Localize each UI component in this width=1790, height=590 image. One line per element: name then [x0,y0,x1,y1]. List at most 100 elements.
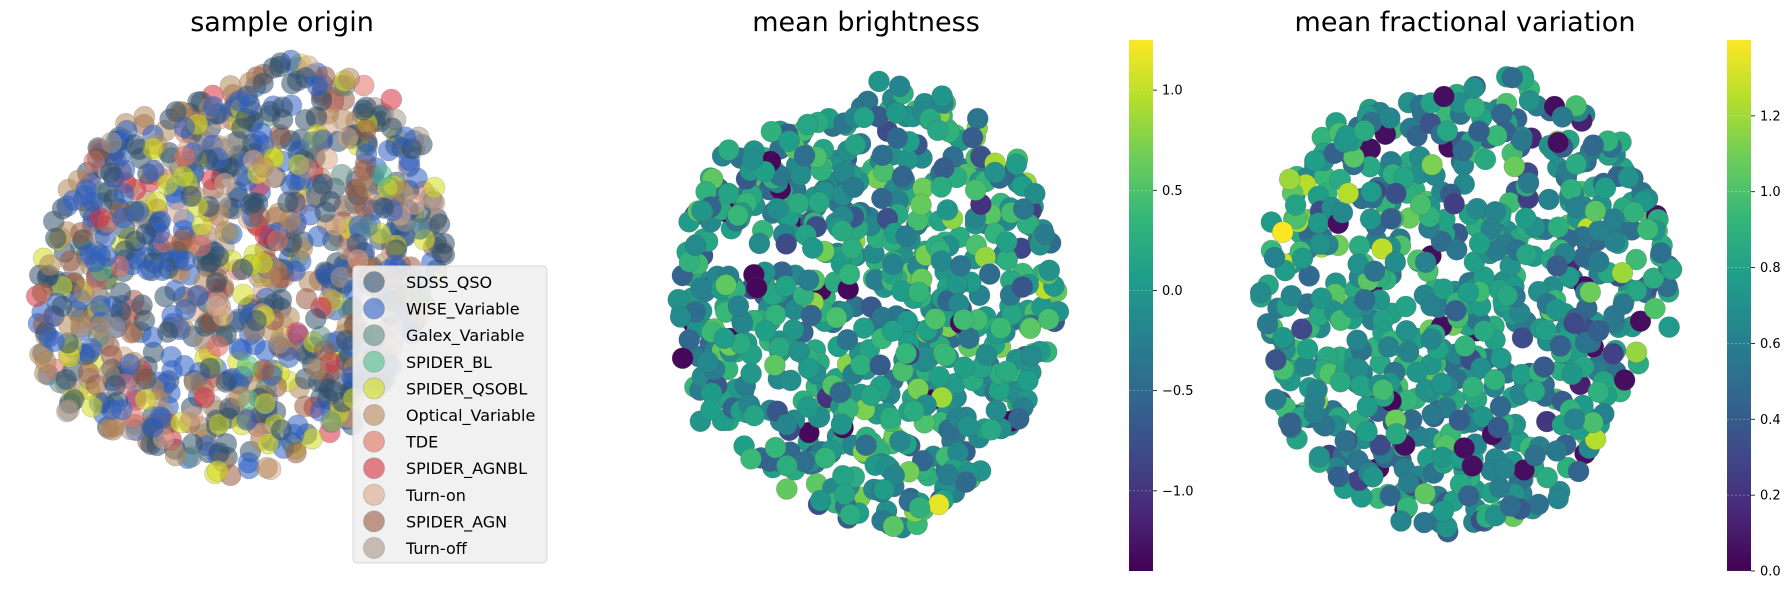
scatter-point [1331,201,1354,224]
scatter-point [180,185,202,207]
scatter-point [1594,177,1617,199]
scatter-point [741,148,764,170]
scatter-point [797,269,820,291]
scatter-point [1658,316,1680,338]
scatter-point [989,317,1012,339]
scatter-point [403,193,426,216]
scatter-point [885,102,908,124]
scatter-point [199,357,221,380]
scatter-point [797,357,820,380]
colorbar-tick-label: 1.0 [1760,185,1781,200]
scatter-point [1443,193,1465,215]
legend-marker [363,324,385,347]
scatter-point [1436,120,1459,142]
scatter-point [978,263,1001,285]
scatter-point [1642,267,1665,290]
scatter-point [1272,326,1294,349]
scatter-point [202,96,225,118]
scatter-point [1457,281,1480,304]
scatter-point [882,253,904,276]
scatter-point [1264,388,1287,411]
scatter-point [727,204,749,227]
colorbar-tick-label: 0.0 [1760,565,1781,580]
scatter-point [764,436,787,459]
scatter-point [797,396,819,418]
scatter-point [294,108,317,131]
scatter-point [262,57,285,79]
colorbar-tick-label: −0.5 [1162,384,1194,399]
scatter-point [936,463,959,486]
scatter-point [1466,197,1488,220]
scatter-point [754,319,777,342]
scatter-point [39,254,61,276]
scatter-point [1385,182,1407,205]
scatter-point [206,460,229,482]
scatter-point [924,308,947,330]
scatter-point [305,358,327,381]
scatter-point [279,209,302,232]
scatter-point [238,93,261,115]
scatter-point [789,164,812,186]
scatter-point [295,287,318,310]
legend-marker [363,457,385,480]
scatter-point [860,384,883,407]
scatter-points-mean-fractional-variation [1249,65,1683,543]
scatter-point [1644,297,1666,320]
scatter-point [141,137,164,159]
scatter-point [256,456,278,479]
scatter-point [59,249,82,272]
scatter-point [1468,120,1490,142]
panel-mean-fractional-variation: mean fractional variation 1.2 1.0 0.8 0.6 0.… [1249,7,1781,580]
scatter-point [1470,357,1492,379]
scatter-points-mean-brightness [667,70,1070,539]
scatter-point [1547,216,1569,238]
scatter-point [31,281,54,304]
scatter-point [205,271,228,294]
scatter-point [1448,409,1471,431]
scatter-point [879,406,902,429]
scatter-point [1480,218,1502,240]
scatter-point [355,118,377,141]
scatter-point [697,351,719,373]
scatter-point [740,447,762,470]
scatter-point [1547,131,1569,154]
scatter-point [955,471,977,493]
legend-marker [363,537,385,559]
scatter-point [841,237,863,260]
scatter-point [408,218,431,240]
scatter-point [242,191,265,214]
scatter-point [760,120,783,143]
scatter-point [1397,471,1420,494]
scatter-point [1309,233,1331,255]
scatter-point [1565,153,1587,175]
panel-title-sample-origin: sample origin [190,7,374,38]
colorbar-gradient [1129,40,1153,571]
scatter-point [34,350,57,373]
scatter-point [1625,279,1648,302]
scatter-point [257,432,280,455]
scatter-point [316,147,338,170]
scatter-point [949,254,972,277]
scatter-point [135,223,157,245]
scatter-point [1462,376,1484,398]
colorbar-tick-label: 0.0 [1162,284,1183,299]
scatter-point [80,337,103,360]
scatter-point [189,235,212,257]
scatter-points-sample-origin [25,49,456,487]
scatter-point [852,317,875,339]
scatter-point [808,191,830,213]
scatter-point [961,126,984,149]
scatter-point [930,250,953,272]
scatter-point [353,195,376,218]
scatter-point [81,395,103,418]
scatter-point [700,398,722,421]
scatter-point [43,330,66,353]
scatter-point [266,229,289,252]
scatter-point [100,161,122,184]
colorbar-tick-label: −1.0 [1162,484,1194,499]
scatter-point [1356,420,1378,443]
legend-label: Galex_Variable [406,326,524,346]
scatter-point [394,126,417,148]
scatter-point [344,178,367,200]
legend-marker [363,377,385,400]
